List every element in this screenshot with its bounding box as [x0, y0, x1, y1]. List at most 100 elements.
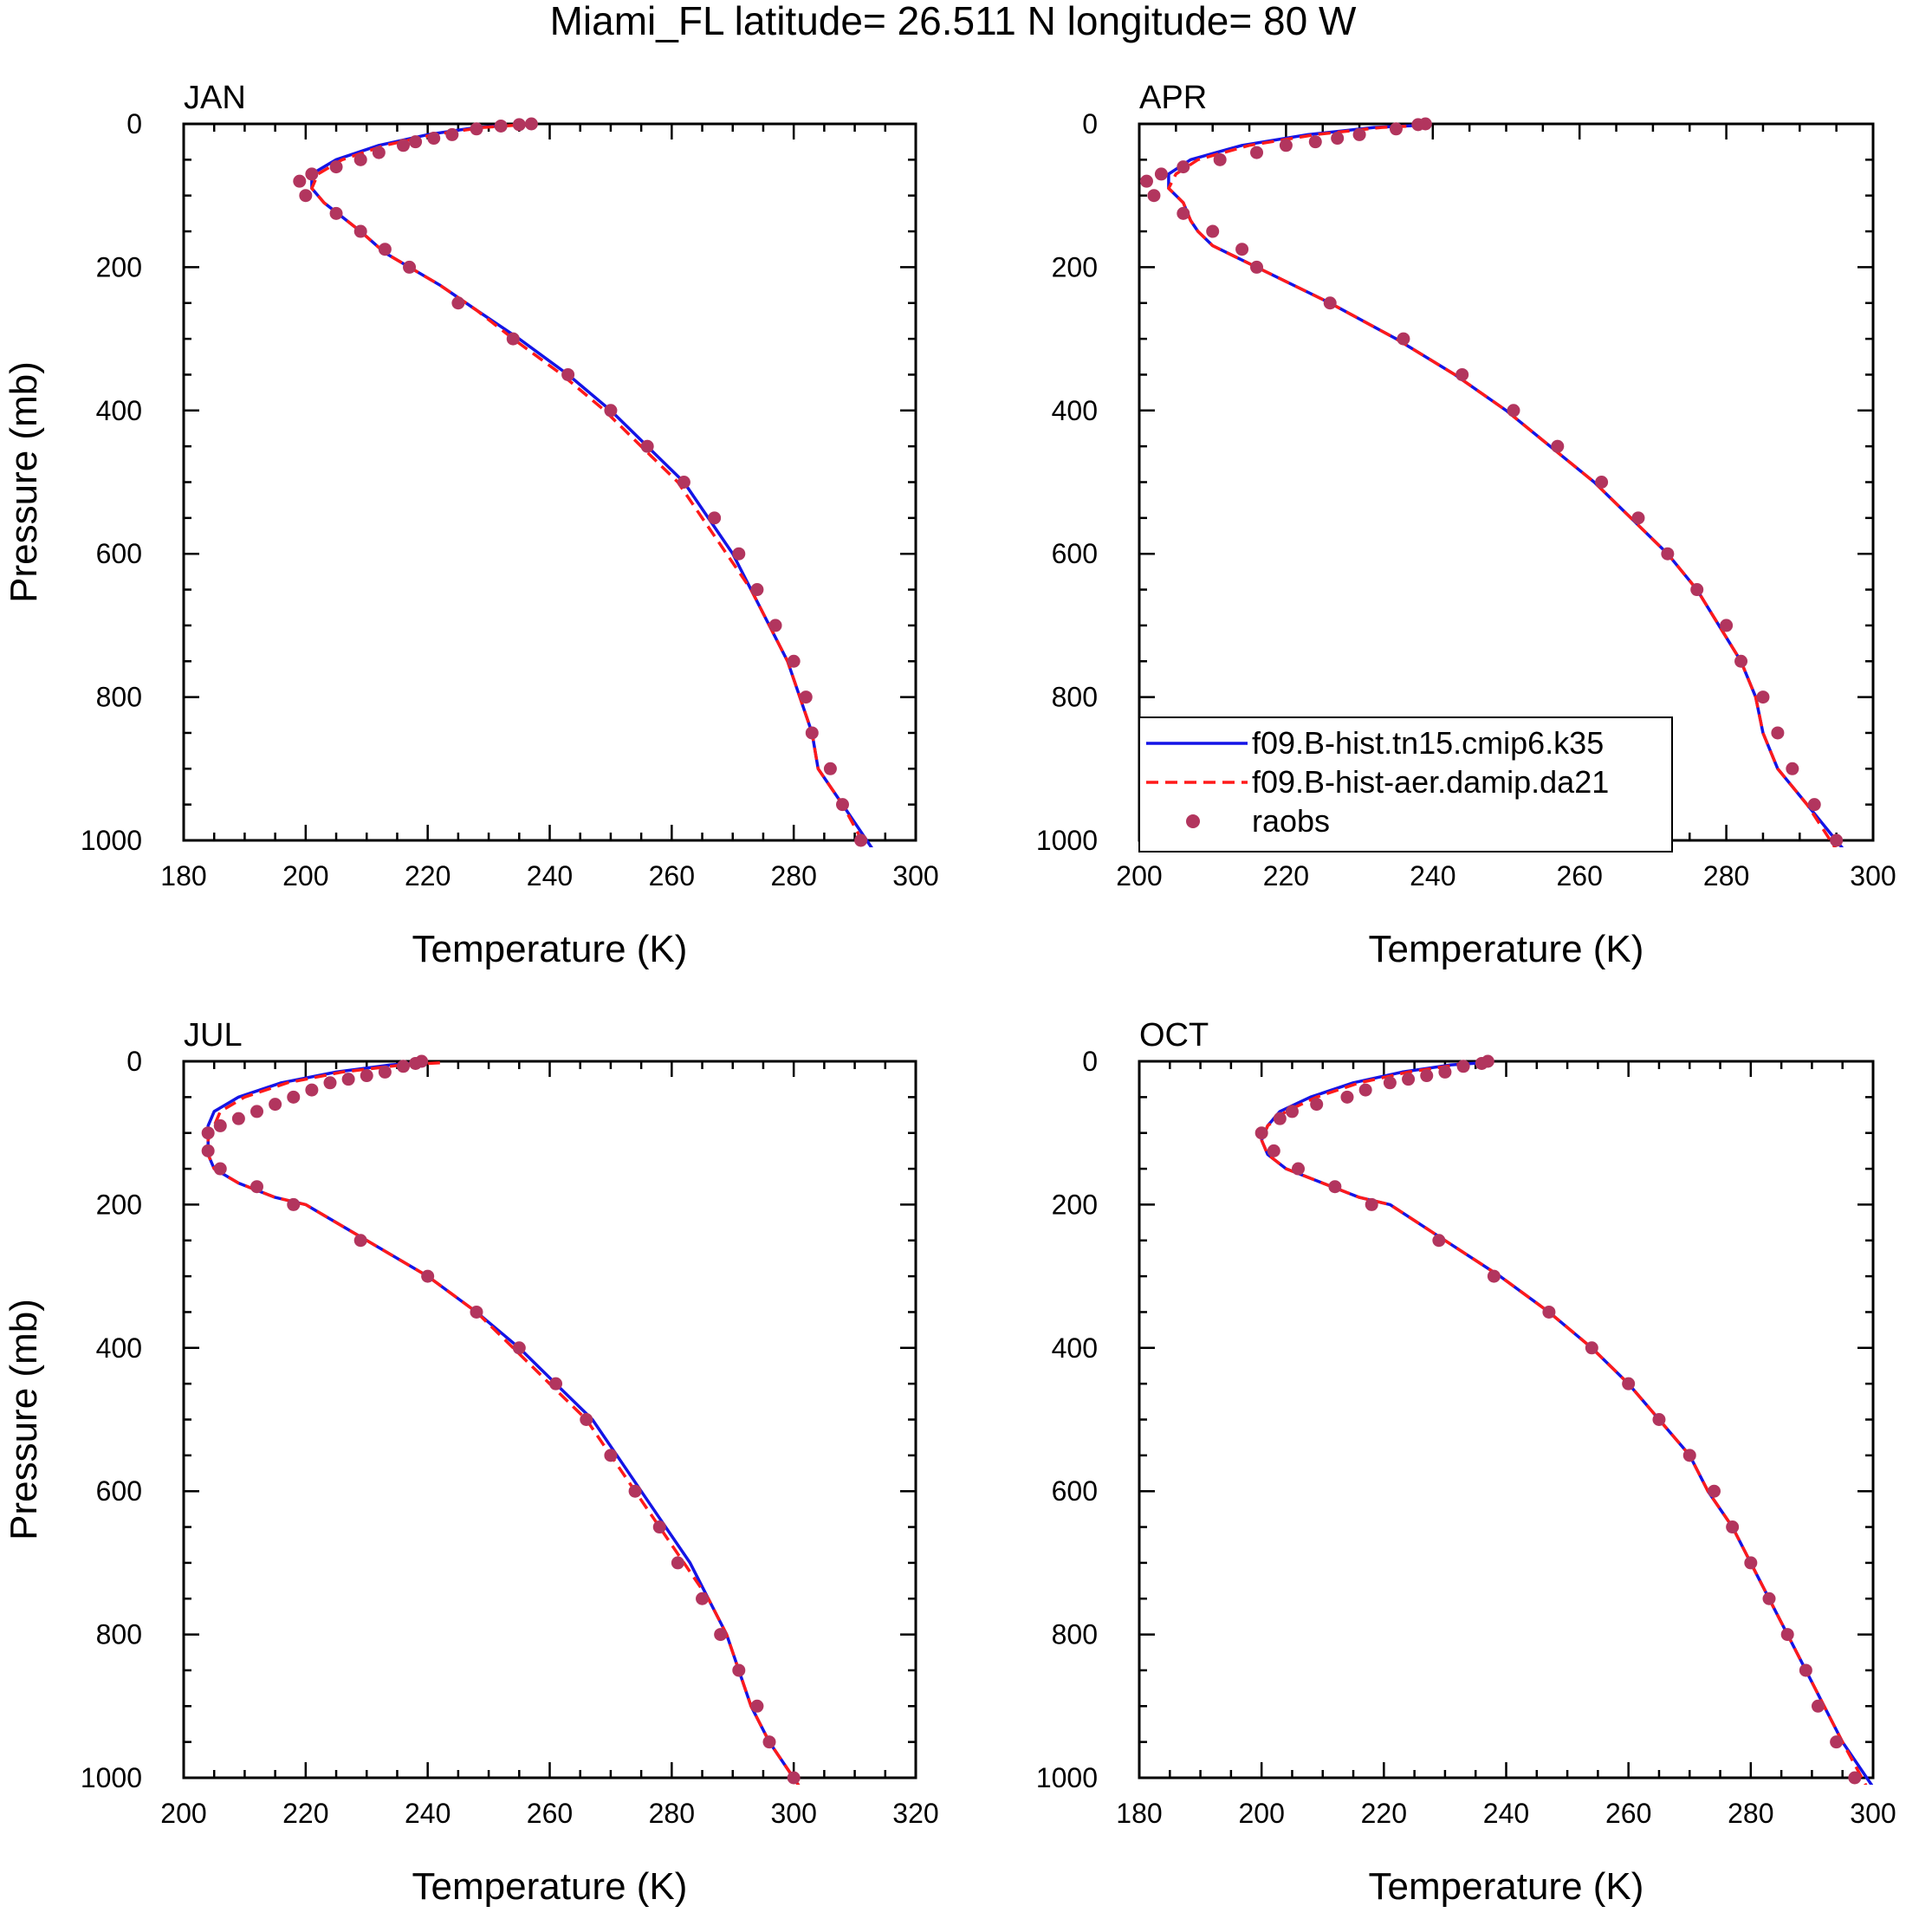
raobs-point	[708, 511, 722, 525]
raobs-point	[1756, 690, 1770, 704]
plot-area	[1139, 117, 1844, 847]
raobs-point	[305, 1083, 319, 1097]
raobs-point	[1285, 1105, 1299, 1118]
raobs-point	[378, 1065, 392, 1079]
raobs-point	[714, 1628, 728, 1642]
raobs-point	[1154, 167, 1168, 181]
x-tick-label: 260	[1557, 860, 1603, 891]
raobs-point	[353, 152, 367, 166]
raobs-point	[451, 296, 465, 310]
raobs-point	[823, 762, 837, 775]
x-tick-label: 240	[405, 1798, 451, 1829]
raobs-point	[1585, 1341, 1598, 1355]
raobs-point	[293, 174, 307, 188]
raobs-point	[1652, 1413, 1666, 1426]
x-tick-label: 300	[1850, 1798, 1896, 1829]
raobs-point	[1707, 1484, 1721, 1498]
raobs-point	[762, 1735, 776, 1749]
raobs-point	[1438, 1065, 1452, 1079]
y-tick-label: 400	[96, 1332, 142, 1364]
y-tick-label: 0	[1082, 108, 1098, 139]
x-tick-label: 240	[1410, 860, 1455, 891]
raobs-point	[250, 1105, 263, 1118]
y-tick-label: 400	[1052, 395, 1098, 426]
raobs-point	[445, 127, 459, 141]
raobs-point	[427, 132, 441, 146]
raobs-point	[732, 1663, 746, 1677]
raobs-point	[1622, 1377, 1636, 1391]
raobs-point	[372, 146, 386, 159]
raobs-point	[1720, 619, 1734, 632]
raobs-point	[1542, 1305, 1556, 1319]
legend: f09.B-hist.tn15.cmip6.k35f09.B-hist-aer.…	[1138, 716, 1673, 853]
raobs-point	[799, 690, 813, 704]
series-line-k35	[1167, 123, 1844, 847]
raobs-point	[1139, 174, 1153, 188]
x-axis-label: Temperature (K)	[412, 928, 688, 970]
raobs-point	[1308, 135, 1322, 149]
raobs-point	[403, 260, 417, 274]
raobs-point	[1661, 547, 1675, 561]
raobs-point	[250, 1180, 263, 1194]
y-tick-label: 200	[96, 1189, 142, 1220]
raobs-point	[231, 1112, 245, 1125]
raobs-point	[1734, 654, 1748, 668]
raobs-point	[360, 1069, 373, 1083]
x-tick-label: 180	[160, 860, 206, 891]
raobs-point	[1455, 367, 1469, 381]
raobs-point	[1456, 1060, 1470, 1073]
raobs-point	[1328, 1180, 1342, 1194]
panel-apr: APR 200 220 240 260 280 300 0 200 400 600 800 1000 Te…	[1036, 80, 1896, 970]
raobs-point	[524, 117, 538, 131]
raobs-point	[1631, 511, 1645, 525]
raobs-point	[750, 1699, 764, 1713]
y-tick-label: 600	[96, 1475, 142, 1507]
y-tick-label: 200	[1052, 251, 1098, 282]
legend-label: raobs	[1252, 803, 1330, 839]
raobs-point	[506, 332, 520, 346]
x-tick-label: 220	[405, 860, 451, 891]
raobs-point	[1352, 127, 1366, 141]
raobs-point	[836, 798, 849, 812]
raobs-point	[580, 1413, 593, 1426]
x-tick-label: 280	[1728, 1798, 1773, 1829]
panels: JAN 180 200 220 240 260 280 300 0 200 400 600 800 100…	[3, 80, 1896, 1908]
x-tick-label: 220	[282, 1798, 328, 1829]
raobs-point	[1726, 1520, 1740, 1534]
panel-oct: OCT 180 200 220 240 260 280 300 0 200 400 600 800 100…	[1036, 1017, 1896, 1908]
x-tick-label: 280	[1703, 860, 1749, 891]
panel-label-jan: JAN	[184, 80, 246, 116]
series-line-k35	[1260, 1060, 1873, 1785]
raobs-point	[397, 1060, 410, 1073]
y-tick-label: 600	[96, 538, 142, 569]
raobs-point	[1771, 726, 1785, 740]
plot-area	[293, 117, 873, 847]
y-tick-label: 200	[1052, 1189, 1098, 1220]
raobs-point	[1475, 1056, 1488, 1070]
series-line-k35	[206, 1060, 801, 1785]
raobs-point	[1279, 139, 1293, 152]
x-tick-label: 280	[770, 860, 816, 891]
y-tick-label: 800	[1052, 682, 1098, 713]
y-tick-label: 600	[1052, 1475, 1098, 1507]
raobs-point	[409, 1056, 423, 1070]
x-tick-label: 300	[892, 860, 938, 891]
y-tick-label: 400	[1052, 1332, 1098, 1364]
raobs-point	[671, 1556, 684, 1570]
raobs-point	[1177, 160, 1190, 174]
x-tick-label: 200	[1238, 1798, 1284, 1829]
y-tick-label: 1000	[81, 1762, 142, 1793]
raobs-point	[1147, 189, 1161, 203]
x-tick-label: 220	[1361, 1798, 1407, 1829]
x-tick-label: 240	[527, 860, 573, 891]
y-tick-label: 400	[96, 395, 142, 426]
panel-label-apr: APR	[1139, 80, 1207, 116]
raobs-point	[329, 160, 343, 174]
raobs-point	[512, 1341, 526, 1355]
raobs-point	[1507, 404, 1520, 418]
figure-title: Miami_FL latitude= 26.511 N longitude= 8…	[550, 0, 1357, 43]
legend-label: f09.B-hist.tn15.cmip6.k35	[1252, 725, 1604, 761]
y-tick-label: 0	[126, 1046, 142, 1077]
y-tick-label: 1000	[1036, 825, 1098, 856]
